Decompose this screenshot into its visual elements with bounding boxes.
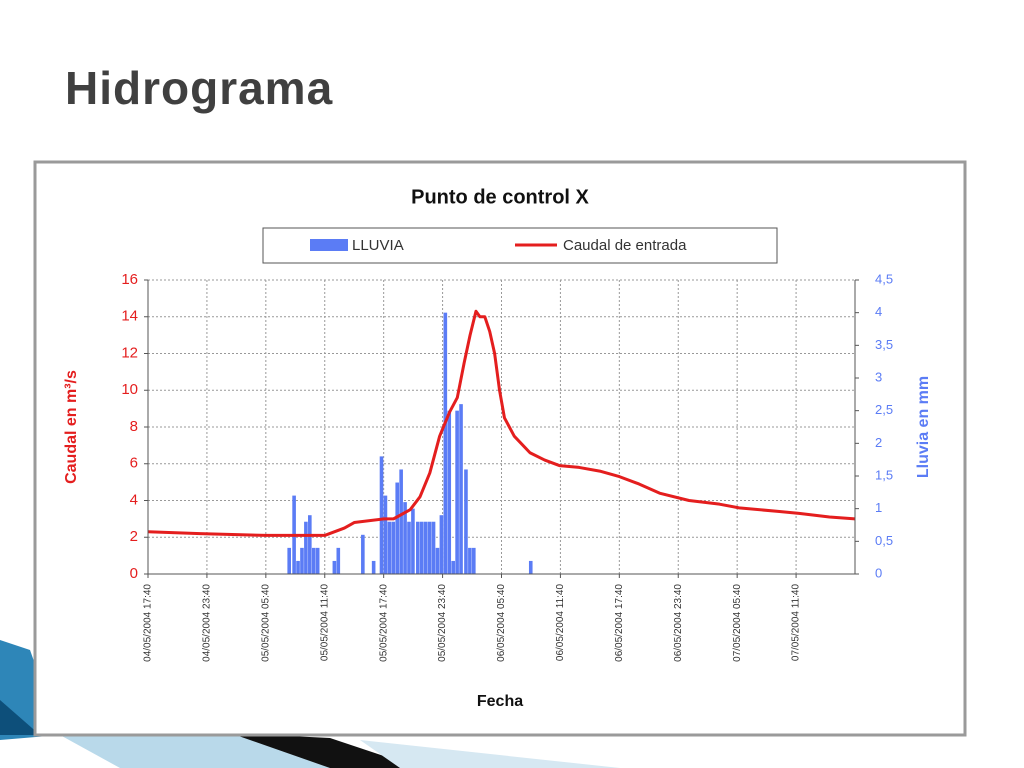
y-tick-label: 14: [121, 308, 138, 325]
x-tick-label: 07/05/2004 05:40: [732, 584, 743, 662]
rain-bar: [311, 547, 316, 574]
rain-bar: [416, 521, 420, 574]
x-tick-label: 07/05/2004 11:40: [791, 584, 802, 662]
rain-bar: [528, 560, 533, 574]
rain-bar: [379, 456, 384, 574]
x-tick-label: 05/05/2004 17:40: [378, 584, 389, 662]
x-tick-label: 06/05/2004 17:40: [614, 584, 625, 662]
x-tick-label: 05/05/2004 11:40: [319, 584, 330, 662]
y-tick-label: 10: [121, 381, 138, 398]
x-tick-label: 05/05/2004 23:40: [437, 584, 448, 662]
rain-bar: [435, 547, 440, 574]
x-tick-label: 04/05/2004 17:40: [143, 584, 154, 662]
rain-bar: [361, 534, 365, 574]
legend-label: LLUVIA: [352, 237, 404, 254]
slide-title: Hidrograma: [65, 62, 333, 114]
rain-bar: [443, 312, 448, 574]
y2-tick-label: 3,5: [875, 337, 893, 352]
x-axis-label: Fecha: [477, 693, 523, 710]
rain-bar: [296, 560, 300, 574]
rain-bar: [395, 482, 400, 574]
y-tick-label: 12: [121, 344, 138, 361]
x-tick-label: 06/05/2004 11:40: [555, 584, 566, 662]
rain-bar: [464, 469, 468, 574]
y-tick-label: 8: [130, 418, 138, 435]
y2-axis-label: Lluvia en mm: [915, 376, 932, 478]
y-tick-label: 4: [130, 491, 138, 508]
rain-bar: [468, 547, 472, 574]
flow-line: [147, 309, 856, 537]
y2-tick-label: 2: [875, 435, 882, 450]
rain-bar: [304, 521, 308, 574]
rain-bar: [431, 521, 436, 574]
legend-swatch: [310, 239, 348, 251]
rain-bar: [371, 560, 376, 574]
y2-tick-label: 0,5: [875, 533, 893, 548]
rain-bar: [399, 469, 403, 574]
rain-bar: [455, 410, 459, 574]
rain-bar: [336, 547, 341, 574]
y2-tick-label: 4,5: [875, 271, 893, 286]
y2-tick-label: 1: [875, 500, 882, 515]
y-tick-label: 6: [130, 455, 138, 472]
rain-bar: [315, 547, 320, 574]
rain-bar: [407, 521, 411, 574]
y2-tick-label: 4: [875, 304, 882, 319]
rain-bar: [391, 521, 396, 574]
y-tick-label: 16: [121, 271, 138, 288]
rain-bar: [287, 547, 291, 574]
y2-tick-label: 2,5: [875, 402, 893, 417]
x-tick-label: 05/05/2004 05:40: [260, 584, 271, 662]
y2-tick-label: 0: [875, 565, 882, 580]
y-axis-label: Caudal en m³/s: [63, 370, 80, 484]
rain-bar: [427, 521, 432, 574]
x-tick-label: 04/05/2004 23:40: [202, 584, 213, 662]
rain-bar: [411, 508, 415, 574]
legend-label: Caudal de entrada: [563, 237, 687, 254]
rain-bar: [419, 521, 424, 574]
rain-bar: [439, 515, 444, 574]
decoration: [230, 733, 420, 768]
rain-bar: [459, 404, 463, 574]
x-tick-label: 06/05/2004 05:40: [496, 584, 507, 662]
y-tick-label: 0: [130, 565, 138, 582]
rain-bar: [403, 502, 407, 574]
x-tick-label: 06/05/2004 23:40: [673, 584, 684, 662]
y2-tick-label: 1,5: [875, 467, 893, 482]
rain-bar: [383, 495, 388, 574]
rain-bar: [308, 515, 312, 574]
y-tick-label: 2: [130, 528, 138, 545]
y2-tick-label: 3: [875, 369, 882, 384]
rain-bar: [300, 547, 304, 574]
rain-bar: [451, 560, 455, 574]
rain-bar: [332, 560, 337, 574]
rain-bar: [447, 410, 452, 574]
chart-title: Punto de control X: [411, 186, 589, 208]
decoration: [0, 700, 40, 735]
rain-bar: [387, 521, 392, 574]
rain-bar: [423, 521, 428, 574]
rain-bar: [472, 547, 476, 574]
decoration: [360, 740, 620, 768]
